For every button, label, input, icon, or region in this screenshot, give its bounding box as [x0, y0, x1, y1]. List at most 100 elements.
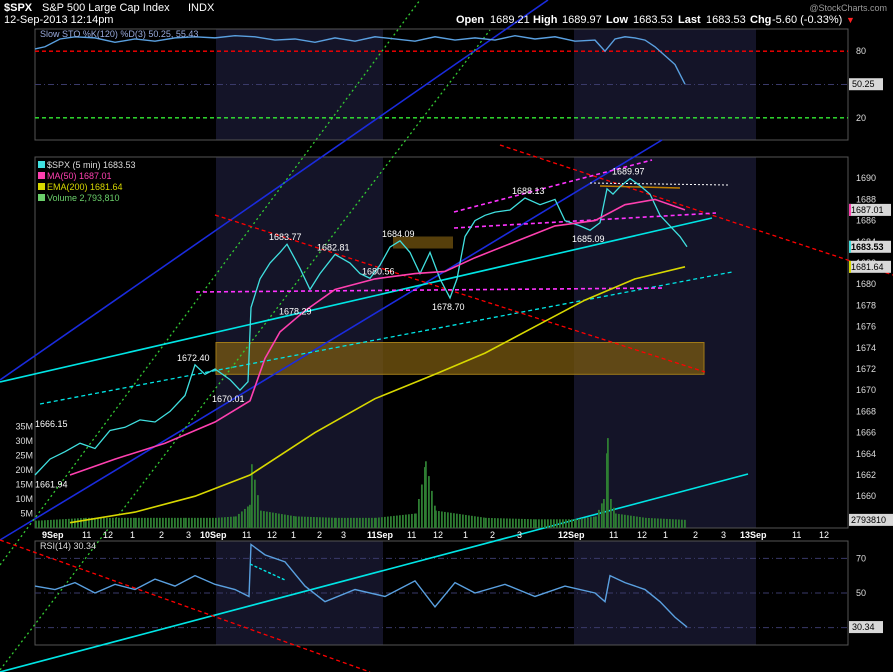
- chart-date: 12-Sep-2013 12:14pm: [4, 14, 114, 26]
- magenta-upper-line: [453, 159, 653, 213]
- volume-bar: [621, 514, 623, 528]
- volume-bar: [441, 511, 443, 528]
- price-tick: 1676: [856, 322, 876, 332]
- legend-entry: Volume 2,793,810: [47, 193, 120, 203]
- volume-bar: [654, 518, 656, 528]
- volume-bar: [527, 519, 529, 528]
- volume-tick: 10M: [15, 494, 33, 504]
- price-annotation: 1678.70: [432, 302, 465, 312]
- rsi-divergence-line: [249, 563, 286, 581]
- volume-bar: [639, 516, 641, 528]
- volume-bar: [387, 516, 389, 528]
- volume-bar: [491, 518, 493, 528]
- volume-bar: [459, 514, 461, 528]
- volume-bar: [465, 514, 467, 528]
- volume-bar: [418, 499, 420, 528]
- volume-bar: [304, 516, 306, 528]
- volume-tag-bg: [849, 513, 893, 526]
- chart-name: S&P 500 Large Cap Index: [42, 2, 170, 14]
- x-tick: 13Sep: [740, 530, 767, 540]
- volume-bar: [480, 517, 482, 528]
- price-annotation: 1684.09: [382, 229, 415, 239]
- blue-channel-lower: [0, 139, 663, 541]
- volume-bar: [521, 518, 523, 528]
- volume-bar: [402, 514, 404, 528]
- price-tick: 1674: [856, 343, 876, 353]
- volume-bar: [414, 513, 416, 528]
- volume-bar: [168, 517, 170, 528]
- last-label: Last: [678, 14, 701, 26]
- volume-bar: [353, 517, 355, 528]
- volume-bar: [477, 516, 479, 528]
- volume-bar: [660, 518, 662, 528]
- volume-bar: [284, 514, 286, 528]
- green-dotted-lower: [0, 29, 491, 671]
- volume-bar: [678, 519, 680, 528]
- volume-bar: [77, 518, 79, 528]
- volume-bar: [601, 503, 603, 528]
- volume-bar: [663, 518, 665, 528]
- price-tick: 1690: [856, 173, 876, 183]
- volume-bar: [221, 517, 223, 528]
- sto-last-value: 50.25: [852, 79, 875, 89]
- x-tick: 11: [792, 530, 801, 540]
- price-annotation: 1682.81: [317, 242, 350, 252]
- volume-bar: [38, 520, 40, 528]
- volume-bar: [553, 519, 555, 528]
- volume-bar: [62, 519, 64, 528]
- volume-bar: [147, 517, 149, 528]
- volume-bar: [485, 517, 487, 528]
- volume-bar: [462, 514, 464, 528]
- price-annotation: 1678.29: [279, 306, 312, 316]
- volume-bar: [206, 517, 208, 528]
- volume-bar: [396, 515, 398, 528]
- rsi-tick: 70: [856, 553, 866, 563]
- volume-bar: [393, 515, 395, 528]
- volume-bar: [224, 517, 226, 528]
- volume-bar: [598, 509, 600, 528]
- volume-bar: [666, 518, 668, 528]
- volume-bar: [415, 513, 417, 528]
- cyan-dotted-trend: [39, 271, 733, 405]
- price-annotation: 1670.01: [212, 394, 245, 404]
- volume-bar: [191, 517, 193, 528]
- volume-bar: [425, 461, 427, 528]
- volume-bar: [159, 517, 161, 528]
- volume-bar: [212, 517, 214, 528]
- volume-tick: 20M: [15, 465, 33, 475]
- volume-bar: [606, 453, 608, 528]
- x-tick: 10Sep: [200, 530, 227, 540]
- volume-bar: [68, 518, 70, 528]
- volume-bar: [453, 513, 455, 528]
- volume-bar: [209, 517, 211, 528]
- volume-bar: [642, 517, 644, 528]
- price-annotation: 1683.77: [269, 232, 302, 242]
- volume-bar: [266, 511, 268, 528]
- volume-bar: [260, 510, 262, 528]
- volume-bar: [331, 517, 333, 528]
- volume-bar: [319, 517, 321, 528]
- price-tick: 1666: [856, 428, 876, 438]
- volume-bar: [197, 517, 199, 528]
- volume-bar: [497, 518, 499, 528]
- x-tick: 11: [407, 530, 416, 540]
- price-tag: 1681.64: [851, 262, 884, 272]
- rsi-line: [34, 543, 688, 628]
- volume-bar: [615, 513, 617, 528]
- volume-bar: [281, 514, 283, 528]
- volume-bar: [203, 517, 205, 528]
- x-tick: 2: [317, 530, 322, 540]
- volume-bar: [657, 518, 659, 528]
- volume-tick: 25M: [15, 451, 33, 461]
- volume-bar: [215, 517, 217, 528]
- volume-bar: [411, 513, 413, 528]
- rsi-legend: RSI(14) 30.34: [40, 541, 96, 551]
- high-label: High: [533, 14, 558, 26]
- x-tick: 11: [242, 530, 251, 540]
- volume-bar: [669, 519, 671, 528]
- price-tag-marker: [849, 260, 851, 273]
- volume-bar: [648, 518, 650, 528]
- chg-value: -5.60 (-0.33%): [772, 14, 843, 26]
- cyan-trend-lower: [0, 473, 749, 672]
- volume-bar: [483, 517, 485, 528]
